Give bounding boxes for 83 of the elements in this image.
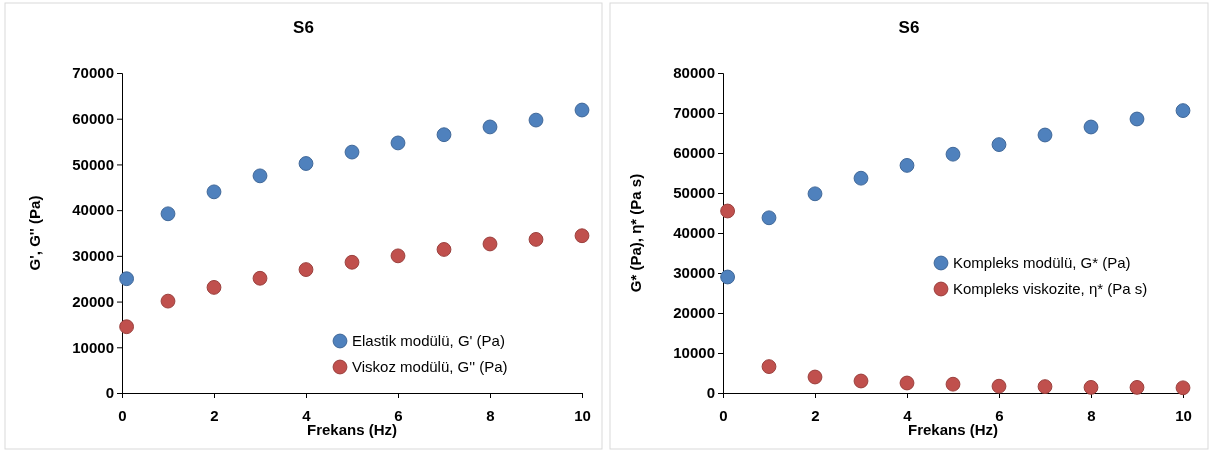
chart-title: S6 [293,18,314,37]
y-tick-label: 70000 [72,64,114,82]
point [298,156,314,171]
point [344,254,360,270]
point [945,376,961,392]
y-tick-label: 10000 [673,344,715,362]
point [528,112,544,128]
point [390,248,406,264]
point [1129,111,1145,127]
x-axis-title: Frekans (Hz) [907,421,999,438]
x-tick-label: 2 [811,406,820,424]
legend-label: Kompleks viskozite, η* (Pa s) [953,280,1148,297]
x-tick-label: 6 [995,406,1004,424]
x-tick-label: 0 [719,406,728,424]
x-tick-label: 8 [486,406,495,424]
y-tick-label: 30000 [673,264,715,282]
y-axis-title: G', G'' (Pa) [26,195,43,271]
legend-label: Viskoz modülü, G'' (Pa) [352,358,508,375]
point [991,378,1007,394]
point [528,232,544,247]
point [1083,380,1099,395]
point [482,236,498,252]
y-tick-label: 10000 [72,338,114,356]
x-tick-label: 10 [1175,406,1192,424]
point [1129,380,1145,395]
point [807,186,823,202]
x-tick-label: 8 [1087,406,1096,424]
y-tick-label: 0 [706,384,715,402]
y-tick-label: 60000 [673,144,715,162]
point [945,146,961,162]
point [853,170,869,186]
point [206,280,222,295]
point [761,359,777,374]
point [1083,119,1099,135]
point [160,293,176,309]
point [853,373,869,389]
point [899,158,915,173]
point [1037,379,1053,394]
point [252,168,268,184]
y-tick-label: 40000 [673,224,715,242]
point [1037,127,1053,143]
legend-label: Elastik modülü, G' (Pa) [352,332,505,349]
y-tick-label: 80000 [673,64,715,82]
point [206,184,222,200]
point [119,271,135,287]
point [807,369,823,385]
point [390,135,406,151]
point [482,119,498,135]
point [899,375,915,391]
y-tick-label: 50000 [673,184,715,202]
x-tick-label: 0 [118,406,127,424]
point [298,262,314,277]
y-tick-label: 20000 [72,292,114,310]
point [574,228,590,244]
point [574,102,590,118]
point [344,144,360,160]
point [436,127,452,143]
point [991,137,1007,152]
x-tick-label: 6 [394,406,403,424]
point [761,210,777,226]
x-tick-label: 4 [903,406,913,424]
y-tick-label: 60000 [72,110,114,128]
x-axis-title: Frekans (Hz) [306,421,398,438]
y-tick-label: 20000 [673,304,715,322]
x-tick-label: 4 [302,406,312,424]
y-tick-label: 50000 [72,155,114,173]
point [119,319,135,335]
point [436,242,452,257]
legend-label: Kompleks modülü, G* (Pa) [953,254,1131,271]
y-axis-title: G* (Pa), η* (Pa s) [627,173,644,293]
chart-title: S6 [898,18,920,37]
y-tick-label: 0 [105,384,114,402]
y-tick-label: 40000 [72,201,114,219]
y-tick-label: 30000 [72,247,114,265]
x-tick-label: 2 [210,406,219,424]
y-tick-label: 70000 [673,104,715,122]
point [720,203,736,219]
point [160,206,176,222]
point [1175,103,1191,118]
x-tick-label: 10 [574,406,591,424]
point [1175,380,1191,396]
point [720,269,736,285]
point [252,270,268,286]
